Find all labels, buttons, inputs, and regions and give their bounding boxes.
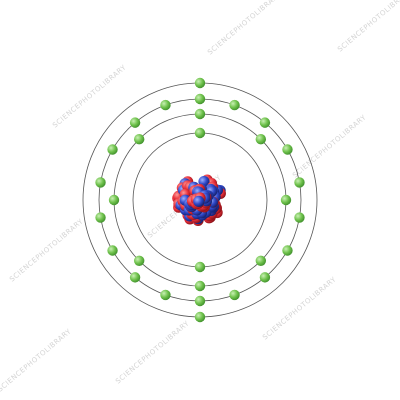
electron [133,133,145,145]
electron [194,311,206,323]
watermark-text: SCIENCEPHOTOLIBRARY [114,319,191,385]
electron [255,255,267,267]
electron [255,133,267,145]
watermark-text: SCIENCEPHOTOLIBRARY [51,63,128,129]
electron [282,245,293,256]
electron [280,194,292,206]
nucleus [172,174,226,227]
watermark-text: SCIENCEPHOTOLIBRARY [336,0,400,54]
electron [194,127,206,139]
electron [129,272,141,283]
electron [294,212,305,223]
watermark-text: SCIENCEPHOTOLIBRARY [8,217,85,283]
watermark-text: SCIENCEPHOTOLIBRARY [291,113,368,179]
electron [133,255,145,267]
electron [282,144,293,155]
electron [160,99,171,111]
electron [194,77,206,89]
electron [107,245,118,256]
electron [194,280,206,292]
electron [229,289,240,301]
watermark-text: SCIENCEPHOTOLIBRARY [261,275,338,341]
electron [129,117,141,128]
watermark-text: SCIENCEPHOTOLIBRARY [0,327,73,393]
electron [259,272,271,283]
watermark-text: SCIENCEPHOTOLIBRARY [206,0,283,57]
neutron [193,195,205,207]
electron [194,93,206,105]
electron [107,144,118,155]
electron [194,295,206,307]
electrons [95,77,305,323]
electron [194,261,206,273]
electron [160,289,171,301]
electron [259,117,271,128]
electron [95,177,106,188]
electron [229,99,240,111]
electron [294,177,305,188]
electron [108,194,120,206]
electron [194,108,206,120]
electron [95,212,106,223]
